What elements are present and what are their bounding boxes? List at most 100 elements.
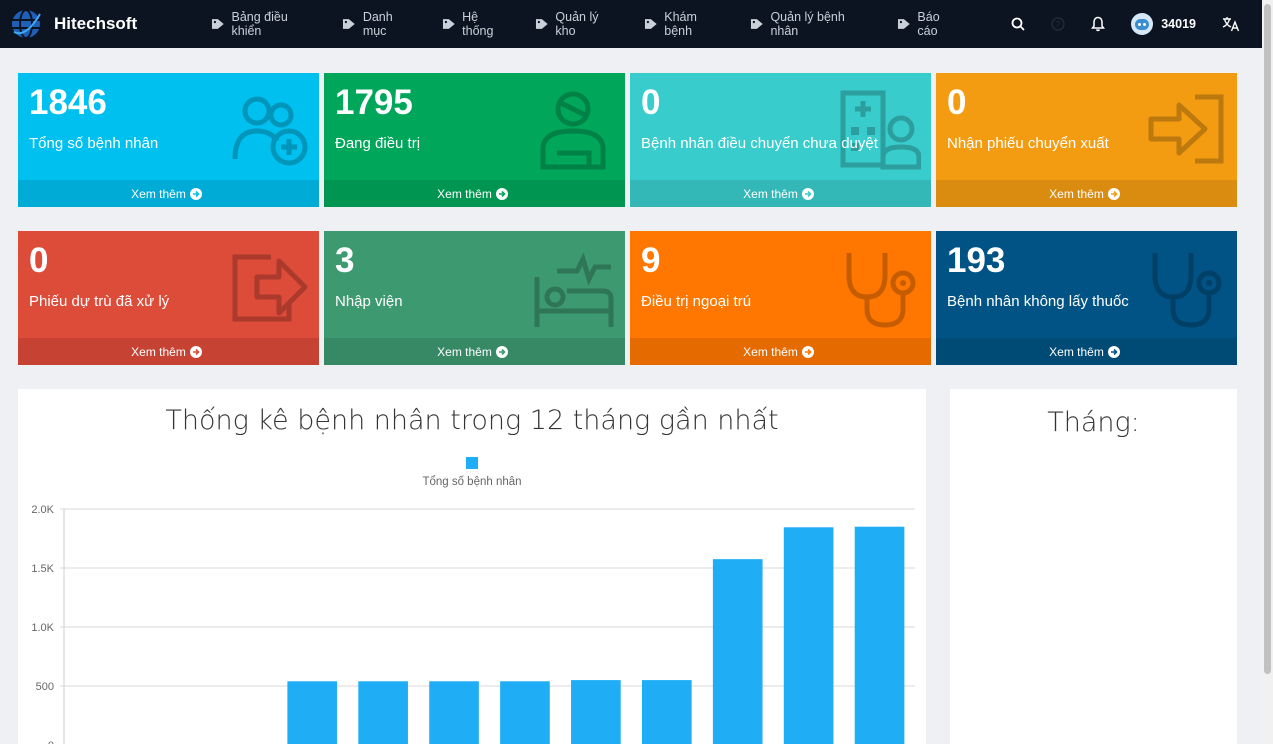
chart-bar[interactable] <box>358 681 408 744</box>
page-scrollbar[interactable] <box>1262 0 1273 744</box>
stat-label: Điều trị ngoại trú <box>641 293 752 310</box>
stethoscope-icon <box>846 253 916 328</box>
globe-logo-icon <box>12 9 41 39</box>
more-info-label: Xem thêm <box>437 186 492 201</box>
bell-icon[interactable] <box>1091 16 1106 32</box>
share-square-icon <box>232 254 308 322</box>
chart-bar[interactable] <box>287 681 338 744</box>
top-navbar: Hitechsoft Bảng điều khiển Danh mục Hệ thố… <box>0 0 1262 48</box>
more-info-label: Xem thêm <box>131 344 186 359</box>
chart-title: Thống kê bệnh nhân trong 12 tháng gần nh… <box>165 405 779 436</box>
more-info-label: Xem thêm <box>437 344 492 359</box>
stat-label: Nhập viện <box>335 293 403 310</box>
stat-value: 9 <box>641 241 661 280</box>
arrow-circle-right-icon <box>1107 187 1120 200</box>
stat-card-body: 0 Phiếu dự trù đã xử lý <box>18 231 319 338</box>
stat-card[interactable]: 0 Bệnh nhân điều chuyển chưa duyệt Xem thê… <box>630 73 931 207</box>
chart-bar[interactable] <box>783 527 834 744</box>
more-info-link[interactable]: Xem thêm <box>18 338 319 365</box>
menu-item-label: Quản lý bệnh nhân <box>770 10 845 38</box>
more-info-label: Xem thêm <box>743 344 798 359</box>
stat-card[interactable]: 193 Bệnh nhân không lấy thuốc Xem thêm <box>936 231 1237 365</box>
menu-item-label: Danh mục <box>362 10 393 38</box>
y-tick-label: 1.0K <box>31 622 54 634</box>
y-tick-label: 2.0K <box>31 504 54 516</box>
translate-icon[interactable] <box>1222 16 1240 32</box>
menu-item[interactable]: Quản lý bệnh nhân <box>750 10 874 38</box>
bar-chart: 0 500 1.0K 1.5K 2.0K <box>31 504 915 744</box>
chart-bar[interactable] <box>712 559 763 744</box>
more-info-link[interactable]: Xem thêm <box>324 180 625 207</box>
chart-bar[interactable] <box>429 681 479 744</box>
arrow-circle-right-icon <box>801 345 814 358</box>
arrow-circle-right-icon <box>801 187 814 200</box>
arrow-circle-right-icon <box>1107 345 1120 358</box>
more-info-link[interactable]: Xem thêm <box>324 338 625 365</box>
stat-card-body: 193 Bệnh nhân không lấy thuốc <box>936 231 1237 338</box>
menu-item[interactable]: Quản lý kho <box>535 10 621 38</box>
chart-bar[interactable] <box>500 681 550 744</box>
main-menu: Bảng điều khiển Danh mục Hệ thống Quản lý k… <box>211 10 985 38</box>
menu-item[interactable]: Danh mục <box>342 10 418 38</box>
stat-label: Phiếu dự trù đã xử lý <box>29 293 170 310</box>
hospital-user-icon <box>840 90 921 170</box>
stat-label: Tổng số bệnh nhân <box>29 135 159 152</box>
brand[interactable]: Hitechsoft <box>10 8 197 40</box>
arrow-circle-right-icon <box>189 345 202 358</box>
y-tick-label: 0 <box>48 740 54 744</box>
arrow-circle-right-icon <box>495 187 508 200</box>
chart-bar[interactable] <box>571 680 621 744</box>
stat-card[interactable]: 1846 Tổng số bệnh nhân Xem thêm <box>18 73 319 207</box>
y-tick-label: 1.5K <box>31 563 54 575</box>
more-info-label: Xem thêm <box>131 186 186 201</box>
stat-card-body: 1795 Đang điều trị <box>324 73 625 180</box>
scroll-thumb[interactable] <box>1264 4 1271 674</box>
user-menu[interactable]: 34019 <box>1131 13 1196 35</box>
more-info-link[interactable]: Xem thêm <box>630 180 931 207</box>
tag-icon <box>211 19 224 29</box>
more-info-label: Xem thêm <box>1049 186 1104 201</box>
stat-value: 1795 <box>335 83 413 122</box>
stat-card-body: 1846 Tổng số bệnh nhân <box>18 73 319 180</box>
tag-icon <box>442 19 455 29</box>
month-panel: Tháng: <box>950 389 1237 744</box>
user-name: 34019 <box>1161 17 1196 31</box>
stethoscope-icon <box>1152 253 1222 328</box>
more-info-label: Xem thêm <box>1049 344 1104 359</box>
search-icon[interactable] <box>1011 17 1025 31</box>
user-injured-icon <box>540 91 606 170</box>
chart-bar[interactable] <box>641 680 692 744</box>
tag-icon <box>535 19 548 29</box>
y-tick-label: 500 <box>36 681 54 693</box>
legend-label: Tổng số bệnh nhân <box>422 476 522 488</box>
nav-right: ? 34019 <box>985 13 1240 35</box>
help-icon[interactable]: ? <box>1051 17 1065 31</box>
sign-in-icon <box>1148 94 1224 164</box>
stat-card-body: 0 Nhận phiếu chuyển xuất <box>936 73 1237 180</box>
more-info-link[interactable]: Xem thêm <box>18 180 319 207</box>
stat-card[interactable]: 9 Điều trị ngoại trú Xem thêm <box>630 231 931 365</box>
arrow-circle-right-icon <box>189 187 202 200</box>
stat-label: Bệnh nhân điều chuyển chưa duyệt <box>641 135 878 152</box>
chart-bar[interactable] <box>854 526 905 744</box>
menu-item[interactable]: Hệ thống <box>442 10 512 38</box>
more-info-link[interactable]: Xem thêm <box>630 338 931 365</box>
tag-icon <box>750 19 763 29</box>
menu-item[interactable]: Báo cáo <box>897 10 962 38</box>
stat-card[interactable]: 0 Phiếu dự trù đã xử lý Xem thêm <box>18 231 319 365</box>
arrow-circle-right-icon <box>495 345 508 358</box>
menu-item-label: Bảng điều khiển <box>231 10 288 38</box>
more-info-link[interactable]: Xem thêm <box>936 338 1237 365</box>
chart-legend[interactable]: Tổng số bệnh nhân <box>18 457 926 488</box>
stat-value: 0 <box>947 83 967 122</box>
stat-label: Đang điều trị <box>335 135 421 152</box>
stat-card[interactable]: 0 Nhận phiếu chuyển xuất Xem thêm <box>936 73 1237 207</box>
legend-swatch <box>466 457 478 469</box>
menu-item[interactable]: Khám bệnh <box>644 10 727 38</box>
menu-item[interactable]: Bảng điều khiển <box>211 10 319 38</box>
more-info-label: Xem thêm <box>743 186 798 201</box>
stat-card[interactable]: 3 Nhập viện Xem thêm <box>324 231 625 365</box>
svg-text:?: ? <box>1056 21 1061 31</box>
more-info-link[interactable]: Xem thêm <box>936 180 1237 207</box>
stat-card[interactable]: 1795 Đang điều trị Xem thêm <box>324 73 625 207</box>
